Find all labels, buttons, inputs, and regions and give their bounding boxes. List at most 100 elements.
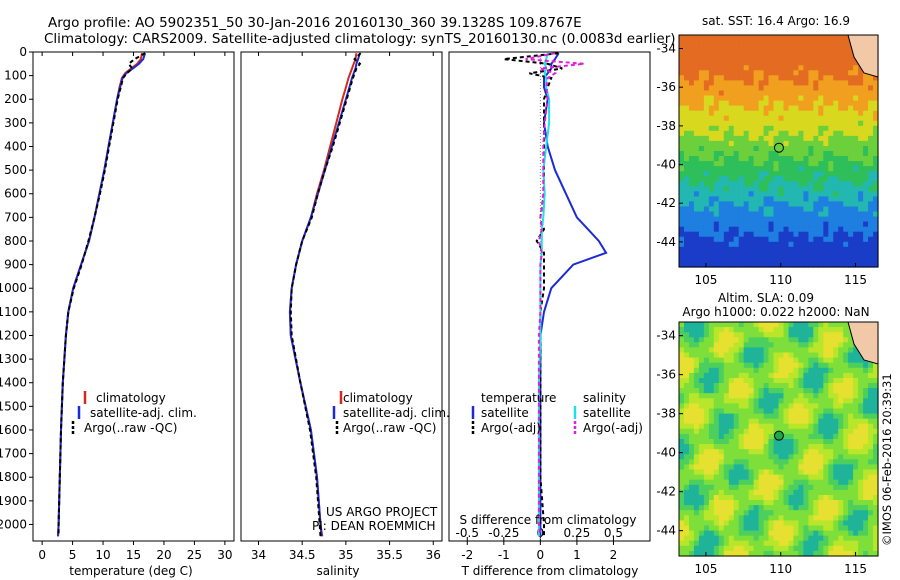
- map-cell: [693, 428, 700, 435]
- map-cell: [743, 540, 750, 547]
- map-cell: [828, 322, 834, 328]
- map-cell: [684, 186, 690, 192]
- map-cell: [848, 60, 854, 66]
- map-cell: [723, 85, 730, 91]
- map-cell: [838, 251, 844, 258]
- map-cell: [858, 454, 864, 460]
- map-cell: [743, 327, 750, 333]
- map-cell: [778, 525, 785, 532]
- map-cell: [753, 408, 760, 415]
- map-cell: [713, 251, 720, 258]
- map-cell: [728, 231, 735, 238]
- map-cell: [723, 500, 730, 506]
- map-cell: [838, 332, 844, 338]
- map-cell: [798, 135, 804, 142]
- sst-map-title: sat. SST: 16.4 Argo: 16.9: [702, 14, 850, 28]
- map-cell: [783, 550, 790, 557]
- map-cell: [783, 256, 790, 263]
- map-cell: [733, 535, 740, 542]
- map-cell: [808, 545, 814, 552]
- map-cell: [853, 347, 859, 354]
- map-cell: [703, 505, 710, 511]
- map-cell: [853, 196, 859, 202]
- map-cell: [713, 146, 720, 152]
- map-cell: [848, 474, 854, 481]
- map-x-tick-label: 115: [844, 273, 867, 287]
- map-cell: [868, 206, 874, 213]
- map-cell: [843, 322, 849, 328]
- map-cell: [693, 176, 700, 182]
- map-cell: [723, 156, 730, 162]
- map-cell: [808, 423, 814, 430]
- map-cell: [798, 428, 804, 435]
- map-cell: [733, 181, 740, 187]
- map-cell: [778, 423, 785, 430]
- map-cell: [743, 135, 750, 142]
- map-cell: [728, 191, 735, 197]
- map-cell: [793, 50, 799, 56]
- map-cell: [818, 65, 824, 71]
- map-cell: [689, 90, 695, 97]
- map-cell: [843, 206, 849, 213]
- map-cell: [758, 191, 765, 197]
- map-cell: [868, 367, 874, 374]
- map-cell: [873, 530, 879, 537]
- map-cell: [723, 520, 730, 527]
- map-cell: [733, 80, 740, 86]
- map-cell: [713, 100, 720, 107]
- map-cell: [843, 262, 849, 268]
- map-cell: [773, 362, 780, 369]
- map-cell: [813, 474, 819, 481]
- map-cell: [803, 105, 809, 112]
- map-cell: [823, 181, 829, 187]
- map-cell: [803, 408, 809, 415]
- map-cell: [798, 352, 804, 359]
- x-tick-label: 1: [573, 548, 581, 562]
- map-cell: [758, 262, 765, 268]
- map-cell: [813, 433, 819, 440]
- map-cell: [693, 221, 700, 228]
- map-cell: [788, 176, 795, 182]
- map-cell: [773, 196, 780, 202]
- map-cell: [793, 337, 799, 343]
- map-cell: [768, 367, 775, 374]
- map-cell: [848, 464, 854, 471]
- map-cell: [828, 70, 834, 76]
- map-cell: [763, 156, 770, 162]
- map-cell: [813, 256, 819, 263]
- map-cell: [833, 540, 839, 547]
- map-cell: [703, 211, 710, 218]
- map-cell: [728, 75, 735, 81]
- map-cell: [718, 35, 725, 41]
- map-cell: [718, 181, 725, 187]
- map-cell: [768, 388, 775, 394]
- map-cell: [843, 166, 849, 172]
- map-cell: [798, 337, 804, 343]
- map-cell: [698, 342, 705, 348]
- map-cell: [838, 231, 844, 238]
- map-cell: [873, 444, 879, 450]
- map-cell: [713, 545, 720, 552]
- map-cell: [733, 510, 740, 516]
- map-cell: [763, 423, 770, 430]
- map-cell: [763, 520, 770, 527]
- map-cell: [728, 135, 735, 142]
- map-cell: [808, 55, 814, 61]
- map-cell: [833, 525, 839, 532]
- map-cell: [733, 520, 740, 527]
- map-cell: [693, 256, 700, 263]
- map-cell: [763, 171, 770, 177]
- map-cell: [868, 201, 874, 207]
- map-cell: [679, 262, 685, 268]
- map-cell: [728, 535, 735, 542]
- map-cell: [713, 231, 720, 238]
- map-cell: [843, 464, 849, 471]
- map-cell: [833, 352, 839, 359]
- map-cell: [828, 156, 834, 162]
- map-cell: [788, 211, 795, 218]
- map-cell: [708, 464, 715, 471]
- map-cell: [728, 505, 735, 511]
- map-cell: [788, 60, 795, 66]
- map-cell: [853, 70, 859, 76]
- map-cell: [793, 403, 799, 410]
